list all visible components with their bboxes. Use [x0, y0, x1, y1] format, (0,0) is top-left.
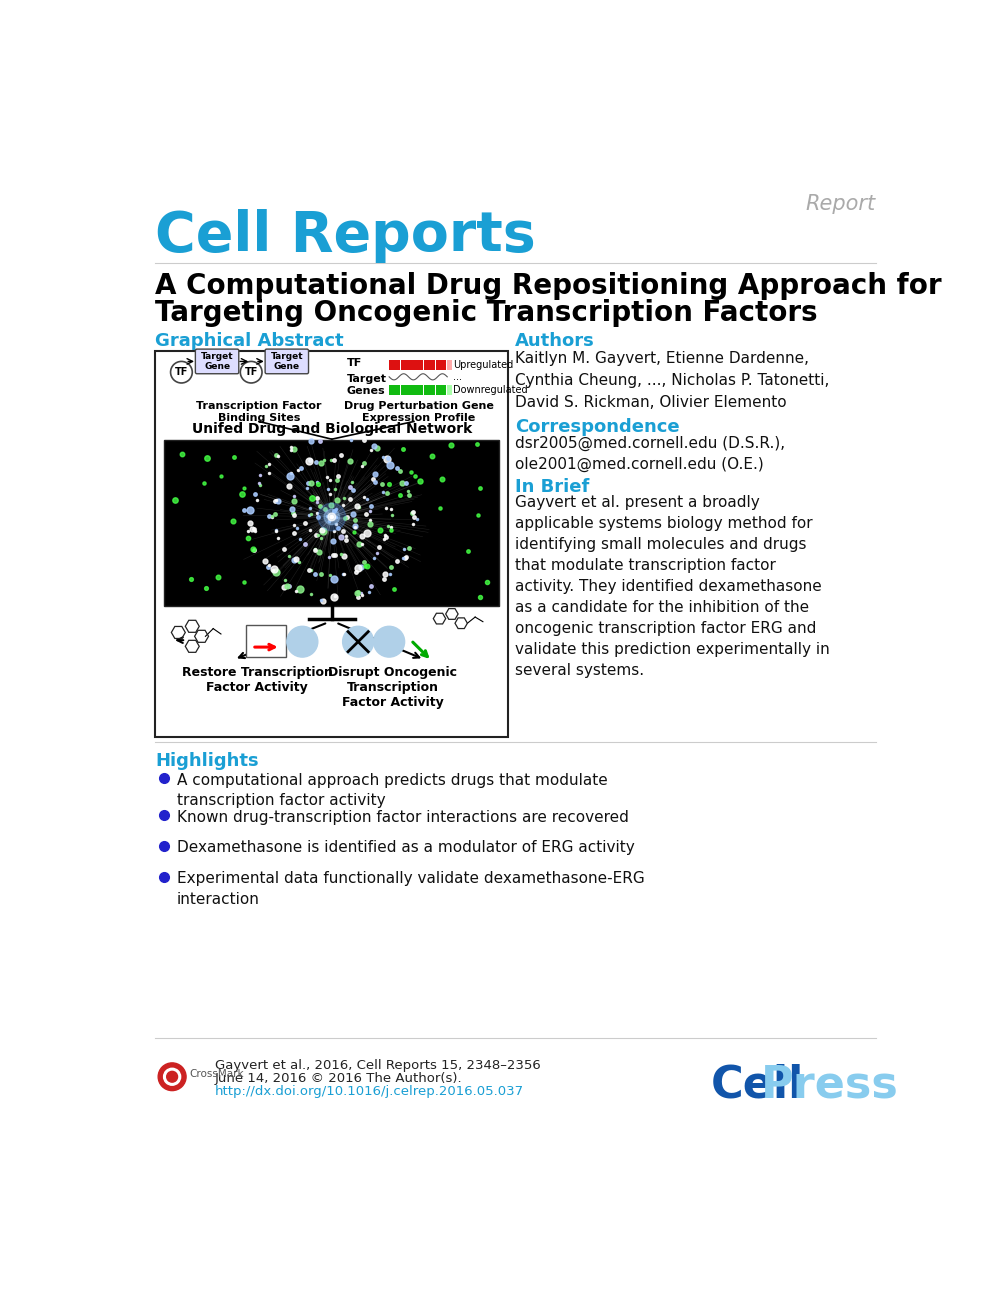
Text: Targeting Oncogenic Transcription Factors: Targeting Oncogenic Transcription Factor… [155, 299, 818, 328]
Text: Report: Report [806, 193, 875, 214]
Bar [389, 360, 400, 369]
Text: Drug Perturbation Gene
Expression Profile: Drug Perturbation Gene Expression Profil… [344, 402, 493, 423]
Text: Press: Press [761, 1064, 899, 1107]
Text: Highlights: Highlights [155, 752, 258, 770]
Text: Dexamethasone is identified as a modulator of ERG activity: Dexamethasone is identified as a modulat… [177, 840, 634, 855]
Text: A Computational Drug Repositioning Approach for: A Computational Drug Repositioning Appro… [155, 273, 942, 300]
Text: Authors: Authors [515, 333, 594, 350]
Text: Downregulated: Downregulated [453, 385, 528, 395]
Text: In Brief: In Brief [515, 479, 589, 496]
Text: TF: TF [347, 359, 362, 368]
Circle shape [343, 626, 374, 658]
Bar [165, 440, 499, 606]
Circle shape [167, 1071, 178, 1082]
Text: Disrupt Oncogenic
Transcription
Factor Activity: Disrupt Oncogenic Transcription Factor A… [329, 667, 457, 710]
Text: Gayvert et al. present a broadly
applicable systems biology method for
identifyi: Gayvert et al. present a broadly applica… [515, 496, 829, 679]
Text: Graphical Abstract: Graphical Abstract [155, 333, 344, 350]
Text: TF: TF [244, 367, 258, 377]
Text: Gayvert et al., 2016, Cell Reports 15, 2348–2356: Gayvert et al., 2016, Cell Reports 15, 2… [215, 1060, 541, 1071]
Circle shape [286, 626, 318, 658]
Text: Known drug-transcription factor interactions are recovered: Known drug-transcription factor interact… [177, 809, 629, 825]
Text: ...: ... [453, 372, 462, 382]
FancyBboxPatch shape [265, 350, 309, 373]
Circle shape [164, 1069, 181, 1086]
Bar [389, 385, 400, 395]
Text: Cell: Cell [711, 1064, 804, 1107]
Text: Correspondence: Correspondence [515, 419, 679, 436]
Text: June 14, 2016 © 2016 The Author(s).: June 14, 2016 © 2016 The Author(s). [215, 1073, 462, 1086]
Text: Genes: Genes [347, 386, 385, 395]
Text: dsr2005@med.cornell.edu (D.S.R.),
ole2001@med.cornell.edu (O.E.): dsr2005@med.cornell.edu (D.S.R.), ole200… [515, 436, 785, 471]
Bar [246, 625, 286, 658]
Bar [435, 385, 446, 395]
Circle shape [374, 626, 405, 658]
Text: Experimental data functionally validate dexamethasone-ERG
interaction: Experimental data functionally validate … [177, 872, 644, 907]
Text: Restore Transcription
Factor Activity: Restore Transcription Factor Activity [182, 667, 333, 694]
Circle shape [240, 361, 262, 382]
Text: http://dx.doi.org/10.1016/j.celrep.2016.05.037: http://dx.doi.org/10.1016/j.celrep.2016.… [215, 1086, 524, 1099]
Text: Kaitlyn M. Gayvert, Etienne Dardenne,
Cynthia Cheung, ..., Nicholas P. Tatonetti: Kaitlyn M. Gayvert, Etienne Dardenne, Cy… [515, 351, 829, 410]
Bar [435, 360, 446, 369]
FancyBboxPatch shape [195, 350, 239, 373]
Text: Target: Target [347, 373, 387, 384]
Bar [401, 385, 412, 395]
Text: Transcription Factor
Binding Sites: Transcription Factor Binding Sites [196, 402, 322, 423]
Text: Unifed Drug and Biological Network: Unifed Drug and Biological Network [192, 423, 472, 436]
Circle shape [318, 504, 346, 531]
Circle shape [324, 509, 340, 525]
Bar [412, 385, 423, 395]
Bar [401, 360, 412, 369]
Circle shape [171, 361, 192, 382]
Text: TF: TF [175, 367, 188, 377]
Circle shape [158, 1062, 186, 1091]
Text: Target
Gene: Target Gene [270, 352, 304, 371]
Text: Upregulated: Upregulated [453, 359, 514, 369]
Bar [447, 360, 452, 369]
Bar [424, 385, 435, 395]
Circle shape [331, 515, 334, 518]
Bar [424, 360, 435, 369]
Text: Target
Gene: Target Gene [201, 352, 233, 371]
Bar [447, 385, 452, 395]
Bar [412, 360, 423, 369]
Text: CrossMark: CrossMark [189, 1069, 244, 1079]
Bar [155, 351, 509, 737]
Circle shape [328, 513, 336, 521]
Text: Cell Reports: Cell Reports [155, 209, 536, 264]
Text: A computational approach predicts drugs that modulate
transcription factor activ: A computational approach predicts drugs … [177, 773, 608, 808]
